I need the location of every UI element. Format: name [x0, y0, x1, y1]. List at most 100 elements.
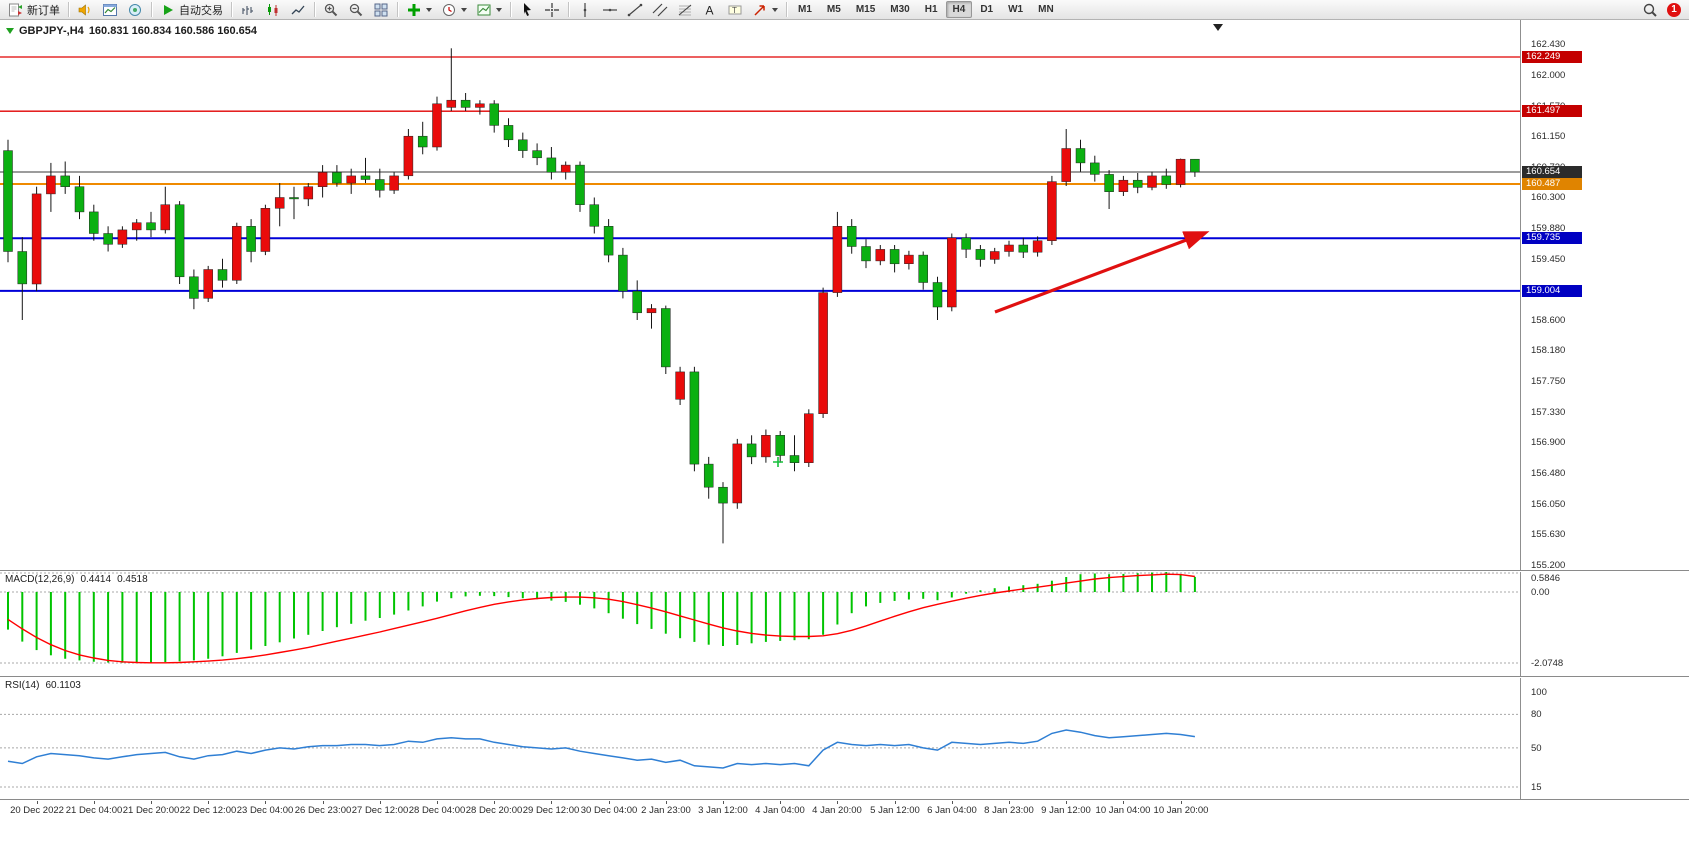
- candle: [360, 175, 371, 180]
- arrows-tool-button[interactable]: [748, 0, 782, 20]
- trendline-tool-button[interactable]: [623, 0, 647, 20]
- macd-chart[interactable]: [0, 572, 1520, 676]
- autotrading-button[interactable]: 自动交易: [156, 0, 227, 20]
- fibonacci-tool-button[interactable]: [673, 0, 697, 20]
- panel-divider[interactable]: [0, 799, 1689, 801]
- channel-tool-button[interactable]: [648, 0, 672, 20]
- text-label-tool-button[interactable]: T: [723, 0, 747, 20]
- candle: [160, 204, 171, 231]
- time-axis-label: 23 Dec 04:00: [236, 805, 294, 816]
- vertical-line-tool-button[interactable]: [573, 0, 597, 20]
- cross-marker[interactable]: [773, 457, 783, 467]
- new-chart-button[interactable]: [98, 0, 122, 20]
- candlestick-mode-button[interactable]: [261, 0, 285, 20]
- candle: [131, 222, 142, 231]
- bar-chart-mode-button[interactable]: [236, 0, 260, 20]
- cursor-tool-button[interactable]: [515, 0, 539, 20]
- candle: [1018, 244, 1029, 253]
- horizontal-line-icon: [602, 2, 618, 18]
- time-tick: [151, 801, 152, 804]
- new-order-button[interactable]: 新订单: [4, 0, 64, 20]
- candle: [804, 413, 814, 463]
- zoom-in-button[interactable]: [319, 0, 343, 20]
- timeframe-h4[interactable]: H4: [945, 1, 973, 18]
- template-icon: [476, 2, 492, 18]
- toolbar: 新订单 自动交易: [0, 0, 1689, 20]
- speaker-icon: [77, 2, 93, 18]
- crosshair-tool-button[interactable]: [540, 0, 564, 20]
- search-button[interactable]: [1638, 0, 1662, 20]
- candle: [232, 226, 242, 281]
- candle: [832, 226, 843, 293]
- chart-shift-marker[interactable]: [1213, 24, 1223, 31]
- timeframe-h1[interactable]: H1: [924, 4, 938, 15]
- candlestick-chart[interactable]: [0, 20, 1520, 570]
- price-tag: 160.654: [1522, 166, 1582, 178]
- rsi-value: 60.1103: [45, 680, 81, 691]
- candle: [346, 175, 356, 184]
- timeframe-m30[interactable]: M30: [890, 4, 910, 15]
- tile-windows-button[interactable]: [369, 0, 393, 20]
- candle: [317, 172, 328, 187]
- candle: [1147, 175, 1157, 188]
- candle: [560, 164, 571, 173]
- zoom-in-icon: [323, 2, 339, 18]
- price-axis[interactable]: 162.430162.000161.570161.150160.720160.3…: [1520, 20, 1689, 801]
- price-axis-label: 158.600: [1531, 315, 1566, 326]
- rsi-panel[interactable]: RSI(14) 60.1103: [0, 678, 1520, 799]
- timeframe-m5[interactable]: M5: [826, 4, 841, 15]
- notification-badge[interactable]: 1: [1667, 2, 1681, 17]
- candle: [460, 99, 471, 108]
- time-axis-label: 28 Dec 20:00: [465, 805, 523, 816]
- candle: [546, 157, 557, 173]
- time-axis-label: 21 Dec 04:00: [65, 805, 123, 816]
- candle: [975, 249, 986, 260]
- text-tool-button[interactable]: A: [698, 0, 722, 20]
- new-order-label: 新订单: [27, 4, 60, 17]
- text-icon: A: [702, 2, 718, 18]
- candle: [189, 276, 199, 299]
- alerts-button[interactable]: [73, 0, 97, 20]
- time-tick: [208, 801, 209, 804]
- horizontal-line-tool-button[interactable]: [598, 0, 622, 20]
- candle: [375, 179, 385, 191]
- time-tick: [1123, 801, 1124, 804]
- periods-button[interactable]: [437, 0, 471, 20]
- rsi-chart[interactable]: [0, 678, 1520, 799]
- candle: [475, 103, 485, 108]
- macd-label: MACD(12,26,9) 0.4414 0.4518: [5, 574, 148, 585]
- line-chart-icon: [290, 2, 306, 18]
- candle: [618, 254, 628, 292]
- macd-panel[interactable]: MACD(12,26,9) 0.4414 0.4518: [0, 572, 1520, 676]
- trend-arrow[interactable]: [994, 231, 1210, 314]
- crosshair-icon: [544, 2, 560, 18]
- price-chart-panel[interactable]: GBPJPY-,H4 160.831 160.834 160.586 160.6…: [0, 20, 1520, 570]
- time-axis-label: 2 Jan 23:00: [641, 805, 691, 816]
- time-tick: [323, 801, 324, 804]
- candle: [603, 226, 614, 256]
- price-tag: 162.249: [1522, 51, 1582, 63]
- indicators-plus-icon: [406, 2, 422, 18]
- timeframe-d1[interactable]: D1: [980, 4, 994, 15]
- candle: [661, 308, 671, 368]
- time-axis[interactable]: 20 Dec 2022 21 Dec 04:00 21 Dec 20:00 22 De…: [0, 801, 1689, 823]
- line-chart-mode-button[interactable]: [286, 0, 310, 20]
- time-tick: [265, 801, 266, 804]
- chevron-down-icon: [426, 7, 432, 12]
- timeframe-m15[interactable]: M15: [855, 4, 876, 15]
- svg-text:A: A: [706, 3, 714, 17]
- panel-divider[interactable]: [0, 676, 1689, 678]
- timeframe-m1[interactable]: M1: [798, 4, 812, 15]
- profiles-button[interactable]: [123, 0, 147, 20]
- candle: [417, 135, 428, 148]
- timeframe-mn[interactable]: MN: [1038, 4, 1054, 15]
- templates-button[interactable]: [472, 0, 506, 20]
- clock-icon: [441, 2, 457, 18]
- timeframe-w1[interactable]: W1: [1008, 4, 1024, 15]
- zoom-out-button[interactable]: [344, 0, 368, 20]
- candle: [246, 226, 256, 252]
- indicators-button[interactable]: [402, 0, 436, 20]
- panel-divider[interactable]: [0, 570, 1689, 572]
- price-axis-label: 159.450: [1531, 254, 1566, 265]
